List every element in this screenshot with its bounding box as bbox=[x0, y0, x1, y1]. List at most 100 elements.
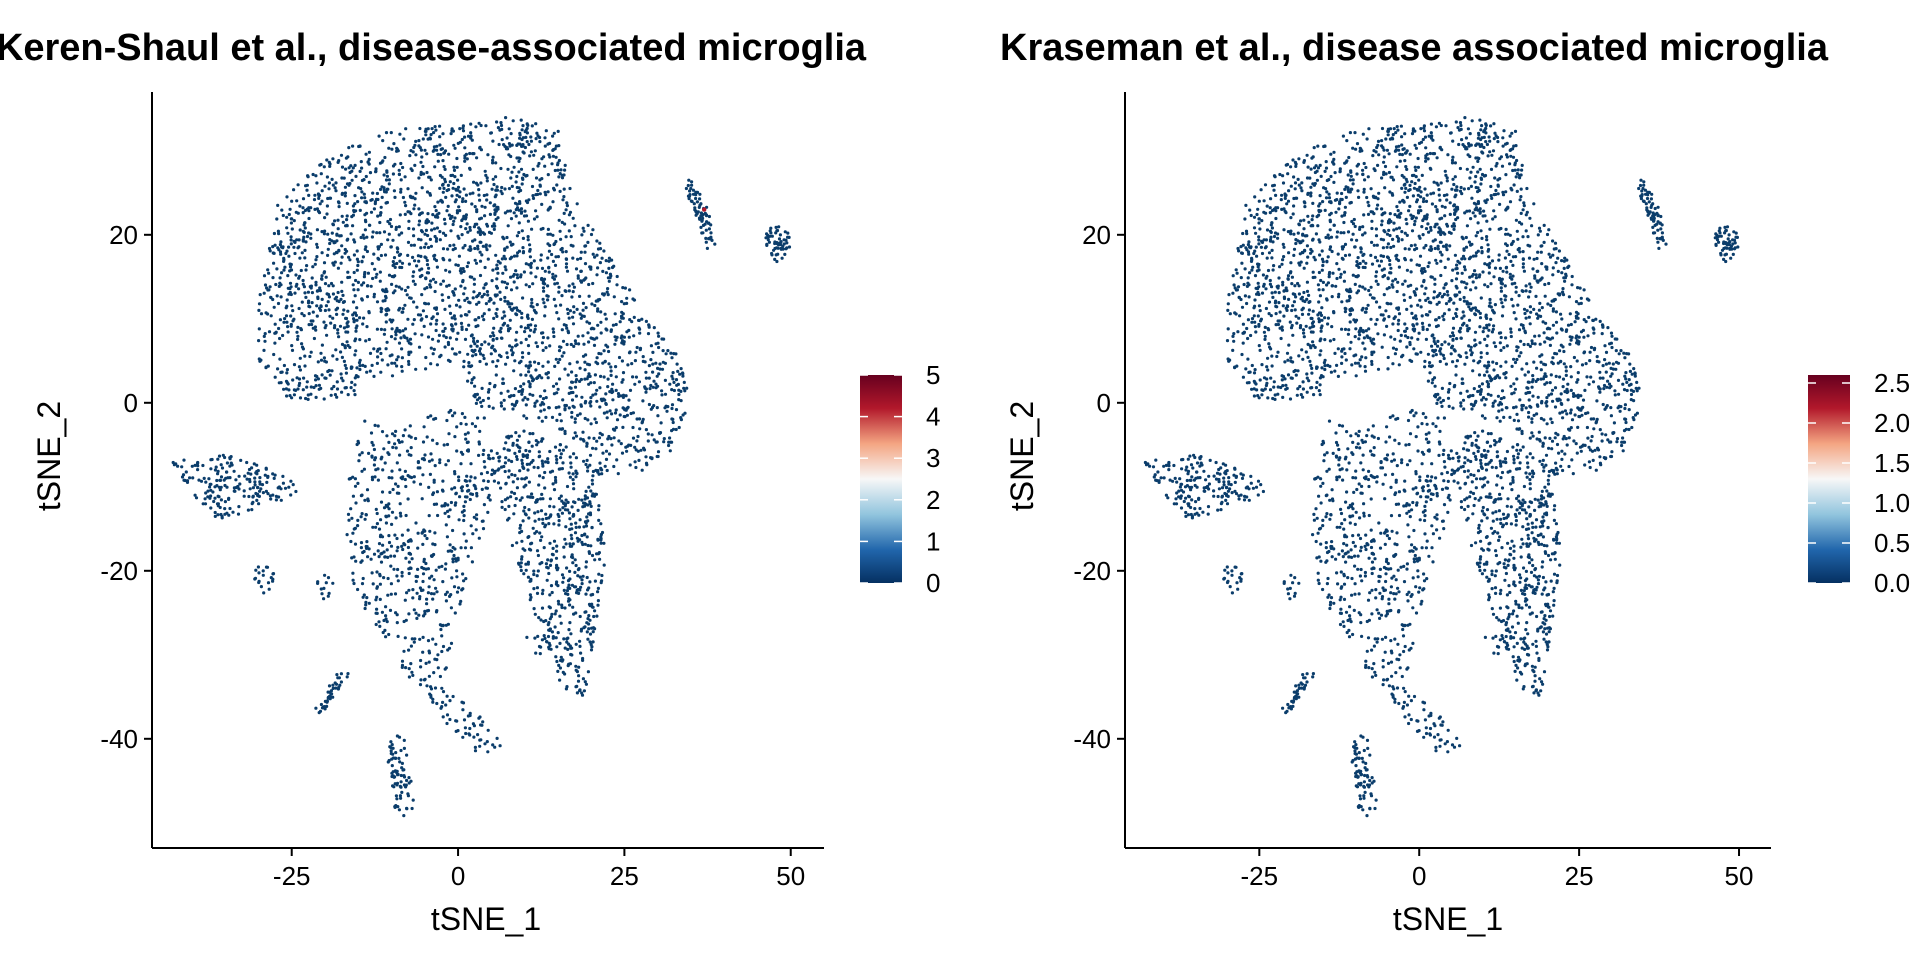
data-point bbox=[706, 247, 709, 250]
data-point bbox=[278, 282, 281, 285]
data-point bbox=[438, 461, 441, 464]
data-point bbox=[479, 181, 482, 184]
data-point bbox=[475, 513, 478, 516]
data-point bbox=[290, 235, 293, 238]
data-point bbox=[225, 512, 228, 515]
data-point bbox=[296, 387, 299, 390]
data-point bbox=[372, 375, 375, 378]
data-point bbox=[626, 445, 629, 448]
data-point bbox=[531, 305, 534, 308]
data-point bbox=[512, 275, 515, 278]
data-point bbox=[472, 350, 475, 353]
data-point bbox=[495, 120, 498, 123]
data-point bbox=[433, 479, 436, 482]
data-point bbox=[404, 557, 407, 560]
data-point bbox=[1290, 282, 1293, 285]
data-point bbox=[555, 183, 558, 186]
data-point bbox=[539, 192, 542, 195]
data-point bbox=[1323, 338, 1326, 341]
data-point bbox=[287, 486, 290, 489]
data-point bbox=[609, 365, 612, 368]
data-point bbox=[289, 265, 292, 268]
data-point bbox=[257, 502, 260, 505]
data-point bbox=[436, 226, 439, 229]
data-point bbox=[273, 477, 276, 480]
data-point bbox=[534, 613, 537, 616]
data-point bbox=[329, 697, 332, 700]
data-point bbox=[1439, 274, 1442, 277]
data-point bbox=[588, 464, 591, 467]
data-point bbox=[651, 433, 654, 436]
data-point bbox=[325, 212, 328, 215]
data-point bbox=[527, 238, 530, 241]
data-point bbox=[1259, 378, 1262, 381]
data-point bbox=[460, 325, 463, 328]
data-point bbox=[1486, 285, 1489, 288]
data-point bbox=[1377, 192, 1380, 195]
data-point bbox=[545, 129, 548, 132]
data-point bbox=[392, 275, 395, 278]
data-point bbox=[1374, 256, 1377, 259]
data-point bbox=[1312, 271, 1315, 274]
data-point bbox=[1539, 230, 1542, 233]
data-point bbox=[406, 254, 409, 257]
data-point bbox=[422, 309, 425, 312]
data-point bbox=[321, 706, 324, 709]
data-point bbox=[532, 197, 535, 200]
data-point bbox=[262, 349, 265, 352]
data-point bbox=[574, 417, 577, 420]
data-point bbox=[279, 371, 282, 374]
data-point bbox=[494, 175, 497, 178]
data-point bbox=[371, 571, 374, 574]
data-point bbox=[408, 561, 411, 564]
data-point bbox=[529, 255, 532, 258]
panel-kraseman: Kraseman et al., disease associated micr… bbox=[1000, 27, 1910, 937]
data-point bbox=[477, 301, 480, 304]
data-point bbox=[491, 279, 494, 282]
data-point bbox=[402, 307, 405, 310]
data-point bbox=[280, 381, 283, 384]
data-point bbox=[403, 543, 406, 546]
data-point bbox=[1422, 246, 1425, 249]
data-point bbox=[271, 298, 274, 301]
data-point bbox=[343, 360, 346, 363]
data-point bbox=[518, 527, 521, 530]
data-point bbox=[462, 292, 465, 295]
data-point bbox=[594, 447, 597, 450]
data-point bbox=[249, 487, 252, 490]
data-point bbox=[207, 477, 210, 480]
data-point bbox=[685, 187, 688, 190]
data-point bbox=[692, 189, 695, 192]
data-point bbox=[534, 501, 537, 504]
data-point bbox=[555, 455, 558, 458]
data-point bbox=[1551, 254, 1554, 257]
data-point bbox=[436, 514, 439, 517]
data-point bbox=[576, 258, 579, 261]
data-point bbox=[436, 312, 439, 315]
data-point bbox=[392, 756, 395, 759]
data-point bbox=[544, 270, 547, 273]
data-point bbox=[368, 158, 371, 161]
data-point bbox=[422, 440, 425, 443]
data-point bbox=[408, 263, 411, 266]
data-point bbox=[529, 374, 532, 377]
data-point bbox=[627, 406, 630, 409]
data-point bbox=[586, 459, 589, 462]
data-point bbox=[1409, 153, 1412, 156]
data-point bbox=[1335, 262, 1338, 265]
data-point bbox=[542, 298, 545, 301]
data-point bbox=[577, 674, 580, 677]
data-point bbox=[430, 317, 433, 320]
data-point bbox=[317, 360, 320, 363]
data-point bbox=[543, 408, 546, 411]
data-point bbox=[593, 627, 596, 630]
data-point bbox=[304, 240, 307, 243]
data-point bbox=[452, 560, 455, 563]
data-point bbox=[1479, 229, 1482, 232]
data-point bbox=[463, 270, 466, 273]
data-point bbox=[645, 320, 648, 323]
data-point bbox=[499, 330, 502, 333]
data-point bbox=[775, 226, 778, 229]
data-point bbox=[373, 268, 376, 271]
data-point bbox=[541, 589, 544, 592]
